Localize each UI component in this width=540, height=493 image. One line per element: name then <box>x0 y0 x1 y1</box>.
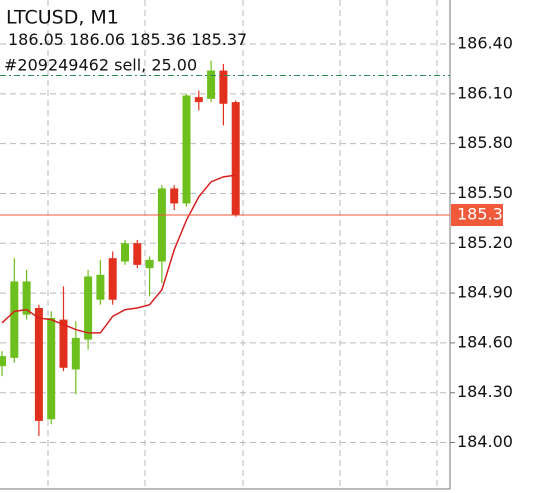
y-tick-label: 186.40 <box>457 34 513 53</box>
y-tick-label: 186.10 <box>457 83 513 102</box>
candle-body <box>22 281 31 315</box>
y-tick-label: 185.20 <box>457 233 513 252</box>
candle-body <box>96 274 105 300</box>
low-readout: 185.36 <box>130 30 186 49</box>
candle-body <box>59 319 68 368</box>
y-tick-label: 184.60 <box>457 332 513 351</box>
candle-body <box>0 356 6 367</box>
bid-label-box <box>451 204 503 227</box>
candle-body <box>219 70 228 104</box>
y-tick-label: 185.50 <box>457 183 513 202</box>
candle-body <box>145 259 154 269</box>
candle-body <box>10 281 19 358</box>
candle-body <box>84 276 93 340</box>
candle-body <box>157 188 166 262</box>
candle-body <box>207 70 216 99</box>
grid <box>47 0 438 489</box>
candle-body <box>194 97 203 103</box>
candle-body <box>182 95 191 204</box>
ohlc-readout: 186.05 186.06 185.36 185.37 <box>8 30 247 49</box>
moving-average <box>1 174 236 334</box>
candle-body <box>170 188 179 204</box>
candle-body <box>121 243 129 262</box>
candle-body <box>231 102 240 216</box>
high-readout: 186.06 <box>69 30 125 49</box>
bid-label: 185.37 <box>457 205 513 224</box>
close-readout: 185.37 <box>191 30 247 49</box>
candle-body <box>34 308 43 421</box>
y-tick-label: 184.30 <box>457 382 513 401</box>
open-readout: 186.05 <box>8 30 64 49</box>
candle-body <box>71 337 80 370</box>
y-tick-label: 185.80 <box>457 133 513 152</box>
candle-body <box>108 258 117 300</box>
candle-body <box>47 317 56 420</box>
y-tick-label: 184.90 <box>457 283 513 302</box>
chart-title: LTCUSD, M1 <box>6 7 119 29</box>
order-label: #209249462 sell, 25.00 <box>4 56 197 75</box>
candle-body <box>133 243 142 265</box>
y-tick-label: 184.00 <box>457 432 513 451</box>
